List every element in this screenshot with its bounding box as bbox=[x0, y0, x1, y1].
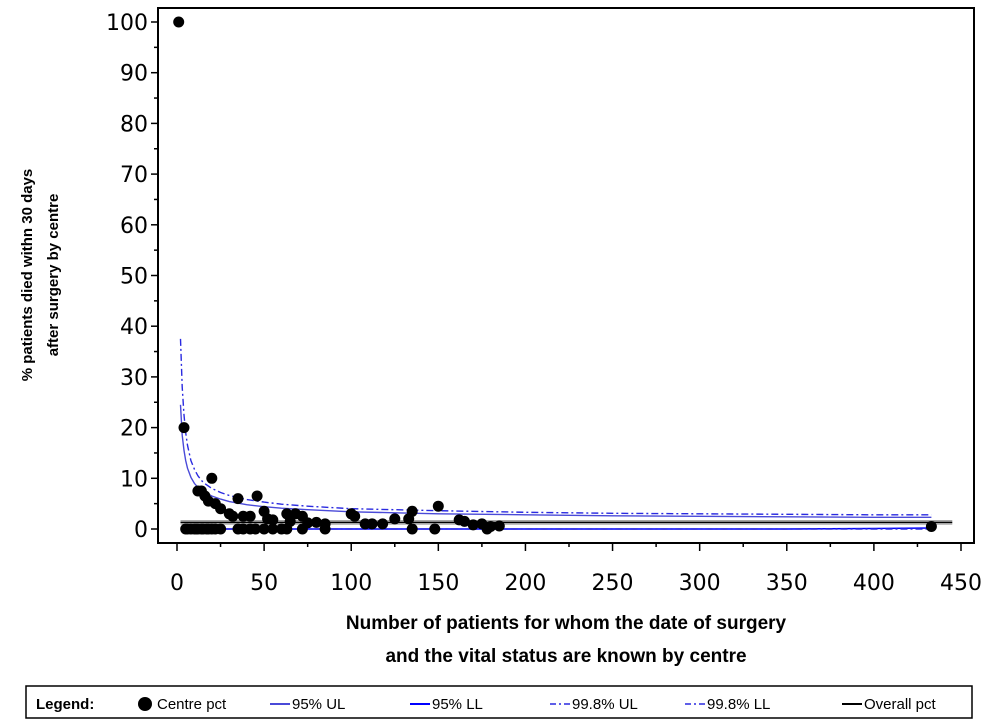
centre-pct-point bbox=[481, 523, 493, 535]
centre-pct-point bbox=[267, 523, 279, 535]
centre-pct-point bbox=[310, 516, 322, 528]
x-tick-label: 150 bbox=[417, 571, 459, 596]
x-tick-label: 0 bbox=[170, 571, 184, 596]
centre-pct-point bbox=[232, 493, 244, 505]
plot-frame bbox=[157, 7, 975, 544]
centre-pct-point bbox=[429, 523, 441, 535]
legend-marker-centre-pct bbox=[138, 697, 152, 711]
x-tick-label: 300 bbox=[679, 571, 721, 596]
y-tick-label: 70 bbox=[120, 163, 148, 188]
legend: Legend: Centre pct 95% UL 95% LL 99.8% U… bbox=[25, 685, 973, 719]
centre-pct-point bbox=[467, 519, 479, 531]
centre-pct-point bbox=[377, 518, 389, 530]
y-axis: 0 10 20 30 40 50 60 70 80 90 100 bbox=[106, 11, 158, 543]
data-points bbox=[173, 16, 937, 535]
overall-band bbox=[180, 520, 953, 525]
x-tick-label: 50 bbox=[250, 571, 278, 596]
x-axis-title-line-1: Number of patients for whom the date of … bbox=[346, 613, 787, 634]
centre-pct-point bbox=[281, 523, 293, 535]
legend-item-95-ul: 95% UL bbox=[292, 696, 345, 713]
x-axis-title-line-2: and the vital status are known by centre bbox=[385, 646, 746, 667]
y-tick-label: 40 bbox=[120, 315, 148, 340]
centre-pct-point bbox=[267, 514, 279, 526]
legend-item-centre-pct: Centre pct bbox=[157, 696, 227, 713]
y-tick-label: 90 bbox=[120, 62, 148, 87]
centre-pct-point bbox=[178, 422, 190, 434]
centre-pct-point bbox=[251, 490, 263, 502]
centre-pct-point bbox=[349, 510, 361, 522]
centre-pct-point bbox=[319, 523, 331, 535]
x-tick-label: 100 bbox=[330, 571, 372, 596]
centre-pct-point bbox=[366, 518, 378, 530]
legend-title: Legend: bbox=[36, 696, 94, 713]
legend-item-998-ul: 99.8% UL bbox=[572, 696, 638, 713]
y-tick-label: 10 bbox=[120, 467, 148, 492]
centre-pct-point bbox=[406, 505, 418, 517]
centre-pct-point bbox=[249, 523, 261, 535]
y-tick-label: 80 bbox=[120, 112, 148, 137]
curve-99-8-ul bbox=[179, 338, 932, 516]
x-tick-label: 450 bbox=[940, 571, 982, 596]
centre-pct-point bbox=[215, 523, 227, 535]
y-axis-title-line-1: % patients died withn 30 days bbox=[19, 169, 36, 382]
centre-pct-point bbox=[493, 520, 505, 532]
x-tick-label: 200 bbox=[504, 571, 546, 596]
centre-pct-point bbox=[258, 523, 270, 535]
centre-pct-point bbox=[925, 521, 937, 532]
centre-pct-point bbox=[406, 523, 418, 535]
legend-item-overall-pct: Overall pct bbox=[864, 696, 937, 713]
legend-box bbox=[25, 685, 973, 719]
curve-95-ul bbox=[179, 404, 932, 518]
centre-pct-point bbox=[173, 16, 185, 28]
centre-pct-point bbox=[432, 500, 444, 512]
centre-pct-point bbox=[459, 515, 470, 527]
y-tick-label: 60 bbox=[120, 214, 148, 239]
y-tick-label: 100 bbox=[106, 11, 148, 36]
centre-pct-point bbox=[389, 513, 401, 525]
legend-item-95-ll: 95% LL bbox=[432, 696, 483, 713]
x-tick-label: 250 bbox=[592, 571, 634, 596]
y-tick-label: 0 bbox=[134, 518, 148, 543]
x-tick-label: 350 bbox=[766, 571, 808, 596]
y-tick-label: 50 bbox=[120, 265, 148, 290]
x-axis: 0 50 100 150 200 250 300 350 400 450 bbox=[170, 543, 982, 596]
y-axis-title-line-2: after surgery by centre bbox=[45, 194, 62, 357]
centre-pct-point bbox=[296, 523, 308, 535]
centre-pct-point bbox=[215, 503, 227, 515]
centre-pct-point bbox=[227, 510, 239, 522]
centre-pct-point bbox=[206, 472, 218, 484]
x-tick-label: 400 bbox=[853, 571, 895, 596]
y-tick-label: 30 bbox=[120, 366, 148, 391]
centre-pct-point bbox=[244, 510, 256, 522]
y-tick-label: 20 bbox=[120, 417, 148, 442]
legend-item-998-ll: 99.8% LL bbox=[707, 696, 770, 713]
